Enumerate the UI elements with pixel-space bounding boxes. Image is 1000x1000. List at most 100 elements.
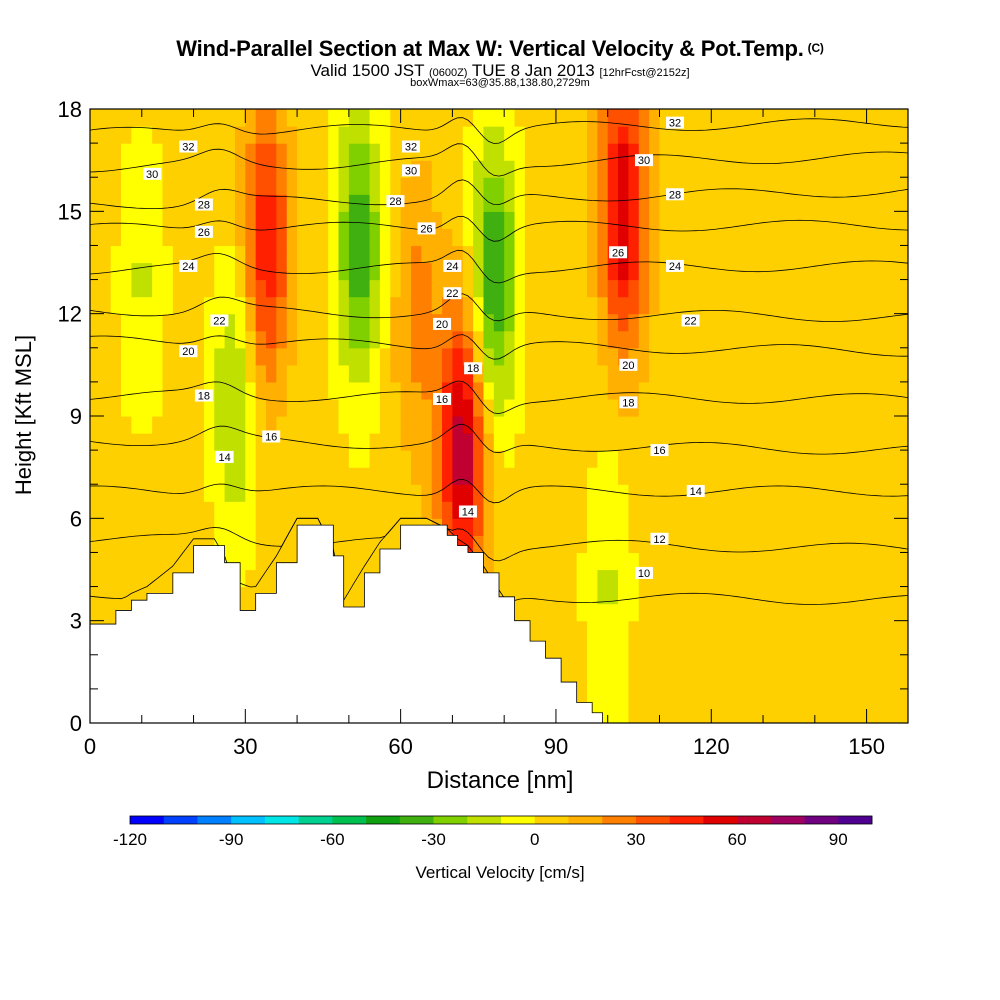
velocity-cell xyxy=(462,450,474,468)
velocity-cell xyxy=(410,433,422,451)
velocity-cell xyxy=(825,313,837,332)
velocity-cell xyxy=(566,501,578,519)
velocity-cell xyxy=(152,347,164,366)
colorbar-tick-label: -120 xyxy=(113,830,147,849)
velocity-cell xyxy=(390,177,402,195)
velocity-cell xyxy=(731,688,743,707)
velocity-cell xyxy=(121,364,133,383)
velocity-cell xyxy=(545,535,557,554)
velocity-cell xyxy=(100,467,112,485)
velocity-cell xyxy=(379,381,391,400)
velocity-cell xyxy=(876,518,888,536)
velocity-cell xyxy=(203,484,215,502)
velocity-cell xyxy=(752,620,764,639)
velocity-cell xyxy=(731,126,743,144)
velocity-cell xyxy=(587,211,598,229)
x-tick-label: 150 xyxy=(848,734,885,759)
velocity-cell xyxy=(763,518,774,536)
velocity-cell xyxy=(628,484,640,502)
velocity-cell xyxy=(618,160,630,178)
velocity-cell xyxy=(110,330,122,349)
velocity-cell xyxy=(659,569,671,588)
velocity-cell xyxy=(638,518,650,536)
contour-label: 22 xyxy=(213,315,225,327)
colorbar-swatch xyxy=(197,816,232,824)
velocity-cell xyxy=(504,535,516,554)
velocity-cell xyxy=(369,501,381,519)
contour-label-box xyxy=(619,358,638,371)
velocity-cell xyxy=(421,484,433,502)
colorbar-tick-label: -30 xyxy=(421,830,446,849)
velocity-cell xyxy=(100,586,112,605)
velocity-cell xyxy=(680,705,692,723)
velocity-cell xyxy=(566,484,578,502)
velocity-cell xyxy=(214,194,226,212)
velocity-cell xyxy=(493,126,505,144)
velocity-cell xyxy=(845,416,857,434)
chart-title: Wind-Parallel Section at Max W: Vertical… xyxy=(176,36,824,61)
velocity-cell xyxy=(390,126,402,144)
velocity-cell xyxy=(783,450,795,468)
velocity-cell xyxy=(307,211,319,229)
velocity-cell xyxy=(297,143,309,161)
velocity-cell xyxy=(348,450,360,468)
velocity-cell xyxy=(856,398,868,417)
velocity-cell xyxy=(110,381,122,400)
velocity-cell xyxy=(421,501,433,519)
velocity-cell xyxy=(742,637,754,656)
velocity-cell xyxy=(876,569,888,588)
velocity-cell xyxy=(649,398,661,417)
velocity-cell xyxy=(90,279,101,298)
velocity-cell xyxy=(203,211,215,229)
velocity-cell xyxy=(773,228,785,247)
velocity-cell xyxy=(245,211,257,229)
velocity-cell xyxy=(835,518,847,536)
velocity-cell xyxy=(152,450,164,468)
velocity-cell xyxy=(100,433,112,451)
velocity-cell xyxy=(814,501,826,519)
velocity-cell xyxy=(752,160,764,178)
velocity-cell xyxy=(276,143,288,161)
velocity-cell xyxy=(607,603,619,622)
velocity-cell xyxy=(587,671,598,690)
velocity-cell xyxy=(659,194,671,212)
velocity-cell xyxy=(535,467,547,485)
velocity-cell xyxy=(442,330,454,349)
velocity-cell xyxy=(152,143,164,161)
velocity-cell xyxy=(700,330,712,349)
velocity-cell xyxy=(825,143,837,161)
velocity-cell xyxy=(162,126,174,144)
velocity-cell xyxy=(152,177,164,195)
contour-label: 14 xyxy=(690,486,702,498)
velocity-cell xyxy=(597,620,609,639)
velocity-cell xyxy=(493,262,505,281)
velocity-cell xyxy=(856,688,868,707)
velocity-cell xyxy=(618,450,630,468)
velocity-cell xyxy=(266,467,277,485)
velocity-cell xyxy=(359,347,371,366)
velocity-cell xyxy=(379,211,391,229)
velocity-cell xyxy=(524,211,536,229)
velocity-cell xyxy=(162,330,174,349)
velocity-cell xyxy=(152,416,164,434)
velocity-cell xyxy=(638,416,650,434)
velocity-cell xyxy=(814,211,826,229)
velocity-cell xyxy=(618,603,630,622)
velocity-cell xyxy=(887,211,899,229)
velocity-cell xyxy=(576,347,588,366)
velocity-cell xyxy=(483,279,495,298)
velocity-cell xyxy=(680,347,692,366)
velocity-cell xyxy=(690,586,702,605)
velocity-cell xyxy=(669,143,681,161)
velocity-cell xyxy=(649,296,661,315)
velocity-cell xyxy=(193,467,205,485)
velocity-cell xyxy=(628,211,640,229)
velocity-cell xyxy=(110,313,122,332)
velocity-cell xyxy=(266,347,277,366)
velocity-cell xyxy=(369,143,381,161)
velocity-cell xyxy=(597,160,609,178)
velocity-cell xyxy=(245,330,257,349)
velocity-cell xyxy=(638,177,650,195)
velocity-cell xyxy=(597,501,609,519)
velocity-cell xyxy=(628,228,640,247)
